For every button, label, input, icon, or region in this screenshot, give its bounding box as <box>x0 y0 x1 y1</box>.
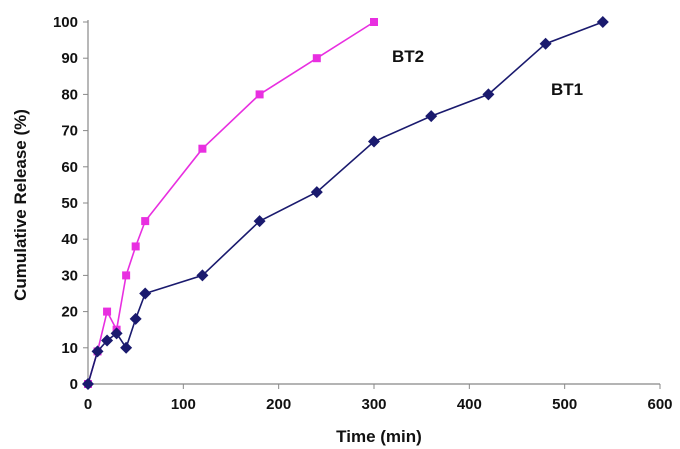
y-tick-label: 90 <box>61 50 78 67</box>
x-tick-label: 500 <box>552 396 577 413</box>
x-tick-label: 0 <box>84 396 92 413</box>
data-point-bt1 <box>310 186 323 199</box>
data-point-bt2 <box>370 18 378 26</box>
data-point-bt1 <box>139 287 152 300</box>
y-tick-label: 0 <box>70 376 78 393</box>
data-point-bt2 <box>122 271 131 280</box>
data-point-bt2 <box>198 144 207 153</box>
x-ticks: 0 100 200 300 400 500 600 <box>84 384 673 413</box>
data-point-bt1 <box>129 312 142 325</box>
y-tick-label: 50 <box>61 195 78 212</box>
data-point-bt1 <box>82 378 94 390</box>
y-tick-label: 30 <box>61 267 78 284</box>
data-point-bt2 <box>312 54 321 63</box>
series-label-bt1: BT1 <box>551 80 583 99</box>
y-tick-label: 80 <box>61 86 78 103</box>
data-point-bt1 <box>253 215 266 228</box>
y-axis-title: Cumulative Release (%) <box>11 109 30 301</box>
y-tick-label: 60 <box>61 159 78 176</box>
data-point-bt2 <box>131 242 140 251</box>
y-tick-label: 40 <box>61 231 78 248</box>
plot-area: 0 100 200 300 400 500 600 0 10 20 30 40 50 60 70 80 90 1… <box>53 14 673 413</box>
data-point-bt1 <box>196 269 209 282</box>
x-tick-label: 300 <box>361 396 386 413</box>
x-tick-label: 200 <box>266 396 291 413</box>
y-tick-label: 20 <box>61 304 78 321</box>
data-point-bt2 <box>141 217 150 226</box>
x-tick-label: 100 <box>171 396 196 413</box>
series-line-bt1 <box>87 21 604 385</box>
data-point-bt1 <box>596 16 609 28</box>
series-bt2 <box>84 18 378 388</box>
series-label-bt2: BT2 <box>392 47 424 66</box>
data-point-bt2 <box>255 90 264 99</box>
series-bt1 <box>82 16 609 390</box>
y-tick-label: 10 <box>61 340 78 357</box>
data-point-bt1 <box>482 88 495 101</box>
data-point-bt1 <box>91 345 104 358</box>
series-layer <box>82 16 609 390</box>
y-tick-label: 70 <box>61 123 78 140</box>
y-ticks: 0 10 20 30 40 50 60 70 80 90 100 <box>53 14 88 393</box>
data-point-bt1 <box>120 341 133 354</box>
series-line-bt2 <box>87 21 375 385</box>
data-point-bt1 <box>110 327 123 340</box>
y-tick-label: 100 <box>53 14 78 31</box>
data-point-bt1 <box>368 135 380 148</box>
data-point-bt2 <box>103 307 112 316</box>
x-tick-label: 400 <box>457 396 482 413</box>
data-point-bt1 <box>101 334 114 347</box>
data-point-bt1 <box>425 110 438 123</box>
x-tick-label: 600 <box>647 396 672 413</box>
data-point-bt1 <box>539 37 552 50</box>
x-axis-title: Time (min) <box>336 427 422 446</box>
